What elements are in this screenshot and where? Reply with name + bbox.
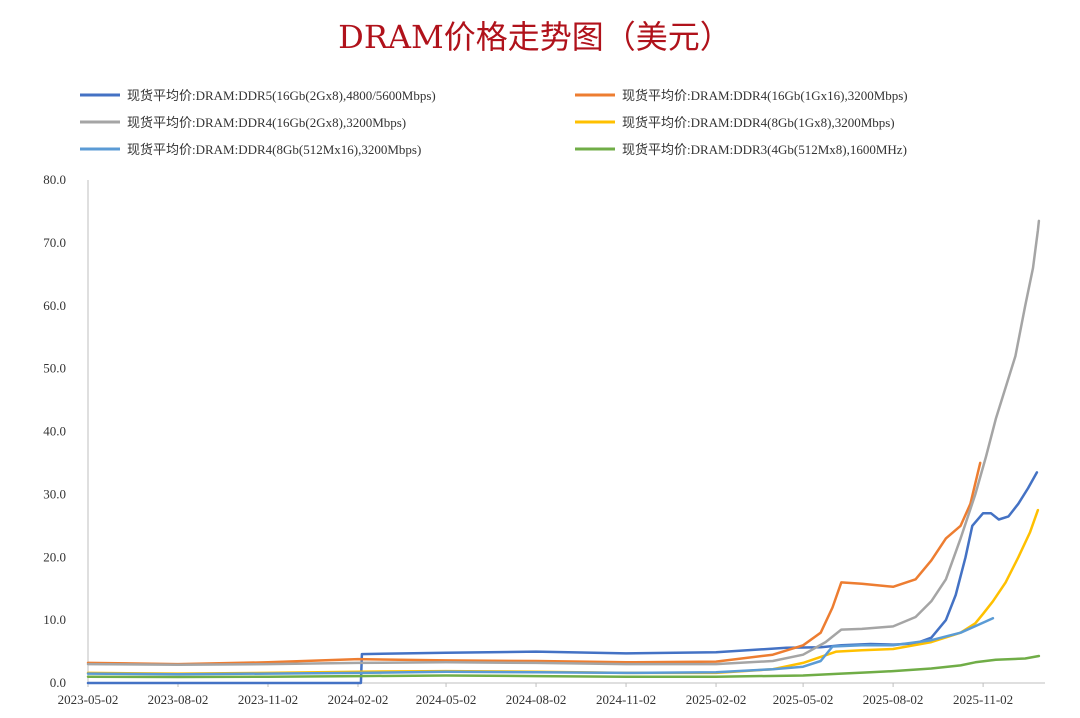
x-tick-label: 2023-11-02 xyxy=(238,692,298,707)
series-line xyxy=(86,654,1041,679)
series-line xyxy=(86,508,1040,675)
y-tick-label: 40.0 xyxy=(43,424,66,439)
x-tick-label: 2025-08-02 xyxy=(863,692,924,707)
y-tick-label: 30.0 xyxy=(43,486,66,501)
series-line xyxy=(86,461,982,666)
legend-entry: 现货平均价:DRAM:DDR4(8Gb(512Mx16),3200Mbps) xyxy=(127,142,421,157)
legend-entry: 现货平均价:DRAM:DDR4(16Gb(2Gx8),3200Mbps) xyxy=(127,115,406,130)
legend-entry: 现货平均价:DRAM:DDR5(16Gb(2Gx8),4800/5600Mbps… xyxy=(127,88,436,103)
x-tick-label: 2023-05-02 xyxy=(58,692,119,707)
y-tick-label: 0.0 xyxy=(50,675,66,690)
x-tick-label: 2023-08-02 xyxy=(148,692,209,707)
y-tick-label: 10.0 xyxy=(43,612,66,627)
chart-legend: 现货平均价:DRAM:DDR5(16Gb(2Gx8),4800/5600Mbps… xyxy=(80,88,908,157)
x-tick-label: 2024-05-02 xyxy=(416,692,477,707)
x-tick-label: 2024-08-02 xyxy=(506,692,567,707)
legend-entry: 现货平均价:DRAM:DDR3(4Gb(512Mx8),1600MHz) xyxy=(622,142,907,157)
y-tick-label: 20.0 xyxy=(43,549,66,564)
legend-entry: 现货平均价:DRAM:DDR4(16Gb(1Gx16),3200Mbps) xyxy=(622,88,908,103)
chart-title: DRAM价格走势图（美元） xyxy=(338,18,732,56)
legend-entry: 现货平均价:DRAM:DDR4(8Gb(1Gx8),3200Mbps) xyxy=(622,115,895,130)
x-tick-label: 2024-11-02 xyxy=(596,692,656,707)
y-tick-label: 70.0 xyxy=(43,235,66,250)
y-tick-label: 80.0 xyxy=(43,172,66,187)
y-tick-label: 50.0 xyxy=(43,361,66,376)
series-line xyxy=(86,219,1041,667)
x-tick-label: 2024-02-02 xyxy=(328,692,389,707)
series-line xyxy=(86,616,995,676)
series-line xyxy=(86,471,1039,685)
y-tick-label: 60.0 xyxy=(43,298,66,313)
x-tick-label: 2025-02-02 xyxy=(686,692,747,707)
chart-series xyxy=(86,219,1041,685)
chart-axes: 0.0 10.0 20.0 30.0 40.0 50.0 60.0 70.0 80.0 2023-… xyxy=(43,172,1045,707)
x-tick-label: 2025-11-02 xyxy=(953,692,1013,707)
x-tick-label: 2025-05-02 xyxy=(773,692,834,707)
